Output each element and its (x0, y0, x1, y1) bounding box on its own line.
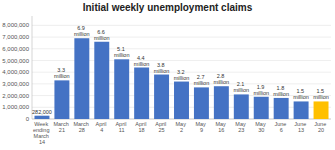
x-tick-label-line: 14 (39, 139, 45, 145)
data-label: 6.9 million (74, 25, 90, 37)
data-label: 3.3 million (54, 67, 70, 79)
x-tick-label: Week ending March 14 (33, 121, 51, 145)
bar (214, 86, 229, 119)
bar (294, 101, 309, 119)
data-label: 3.8 million (154, 62, 170, 74)
y-tick-label: 2,000,000 (2, 93, 29, 99)
data-label: 6.6 million (94, 29, 110, 41)
x-tick-label: May 23 (235, 121, 247, 133)
x-tick-label: April 25 (155, 121, 168, 133)
x-tick-label: May 30 (255, 121, 267, 133)
bar (154, 75, 169, 119)
x-tick-label-line: 11 (119, 127, 125, 133)
data-label-line: million (293, 94, 309, 100)
data-label: 1.5 million (313, 88, 329, 100)
x-tick-label: May 2 (176, 121, 188, 133)
x-tick-label: May 16 (215, 121, 227, 133)
data-label-line: million (234, 87, 250, 93)
x-tick-label: March 28 (73, 121, 90, 133)
bar (114, 59, 129, 119)
data-label-line: million (114, 52, 130, 58)
x-tick-label-line: 21 (59, 127, 65, 133)
data-labels: 282,000 3.3 million 6.9 million 6.6 million… (32, 25, 329, 114)
data-label-line: million (94, 35, 110, 41)
x-tick-label-line: 6 (280, 127, 283, 133)
bar (234, 94, 249, 119)
x-tick-label-line: 18 (139, 127, 145, 133)
data-label: 4.4 million (134, 55, 150, 67)
bar (174, 82, 189, 119)
y-tick-label: 7,000,000 (2, 34, 29, 40)
title: Initial weekly unemployment claims (83, 2, 253, 13)
bar (94, 42, 109, 119)
x-tick-label: March 21 (53, 121, 70, 133)
x-tick-label: June 6 (274, 121, 287, 133)
x-tick-label-line: 2 (180, 127, 183, 133)
bar (74, 38, 89, 119)
y-axis: 0 1,000,000 2,000,000 3,000,000 4,000,000 5,0… (2, 22, 29, 122)
x-axis: Week ending March 14March 21March 28 Apri… (33, 121, 328, 145)
x-tick-label: June 20 (314, 121, 327, 133)
x-tick-label-line: 13 (298, 127, 304, 133)
x-tick-label: May 9 (195, 121, 207, 133)
x-tick-label-line: 20 (318, 127, 324, 133)
y-tick-label: 6,000,000 (2, 46, 29, 52)
bar (314, 101, 329, 119)
x-tick-label-line: 4 (100, 127, 103, 133)
data-label-line: million (253, 90, 269, 96)
data-label-line: million (134, 61, 150, 67)
x-tick-label: April 4 (96, 121, 109, 133)
data-label-line: million (74, 31, 90, 37)
data-label: 2.7 million (194, 74, 210, 86)
data-label: 282,000 (32, 109, 52, 115)
y-tick-label: 5,000,000 (2, 58, 29, 64)
grid (32, 25, 331, 119)
bar (254, 97, 269, 119)
x-tick-label-line: 16 (218, 127, 224, 133)
x-tick-label: April 18 (135, 121, 148, 133)
data-label-line: million (273, 91, 289, 97)
data-label-line: million (54, 73, 70, 79)
y-tick-label: 1,000,000 (2, 104, 29, 110)
x-tick-label-line: 23 (238, 127, 244, 133)
bar (274, 98, 289, 119)
data-label-line: million (214, 79, 230, 85)
y-tick-label: 4,000,000 (2, 69, 29, 75)
bar (54, 80, 69, 119)
data-label: 1.9 million (253, 84, 269, 96)
data-label-line: 282,000 (32, 109, 52, 115)
x-tick-label-line: 25 (159, 127, 165, 133)
data-label: 2.8 million (214, 73, 230, 85)
y-tick-label: 3,000,000 (2, 81, 29, 87)
data-label-line: million (174, 75, 190, 81)
x-tick-label: April 11 (115, 121, 128, 133)
bar (34, 116, 49, 119)
bars (34, 38, 328, 119)
y-tick-label: 8,000,000 (2, 22, 29, 28)
bar (194, 87, 209, 119)
x-tick-label: June 13 (294, 121, 307, 133)
x-tick-label-line: 9 (200, 127, 203, 133)
y-axis-line (32, 16, 33, 119)
data-label: 1.8 million (273, 85, 289, 97)
data-label-line: million (194, 80, 210, 86)
data-label-line: million (154, 68, 170, 74)
data-label: 5.1 million (114, 46, 130, 58)
data-label: 1.5 million (293, 88, 309, 100)
data-label: 3.2 million (174, 69, 190, 81)
data-label-line: million (313, 94, 329, 100)
bar (134, 68, 149, 120)
chart: Initial weekly unemployment claims 0 1,000… (0, 0, 335, 150)
x-tick-label-line: 28 (79, 127, 85, 133)
data-label: 2.1 million (234, 81, 250, 93)
y-tick-label: 0 (26, 116, 30, 122)
x-tick-label-line: 30 (258, 127, 264, 133)
